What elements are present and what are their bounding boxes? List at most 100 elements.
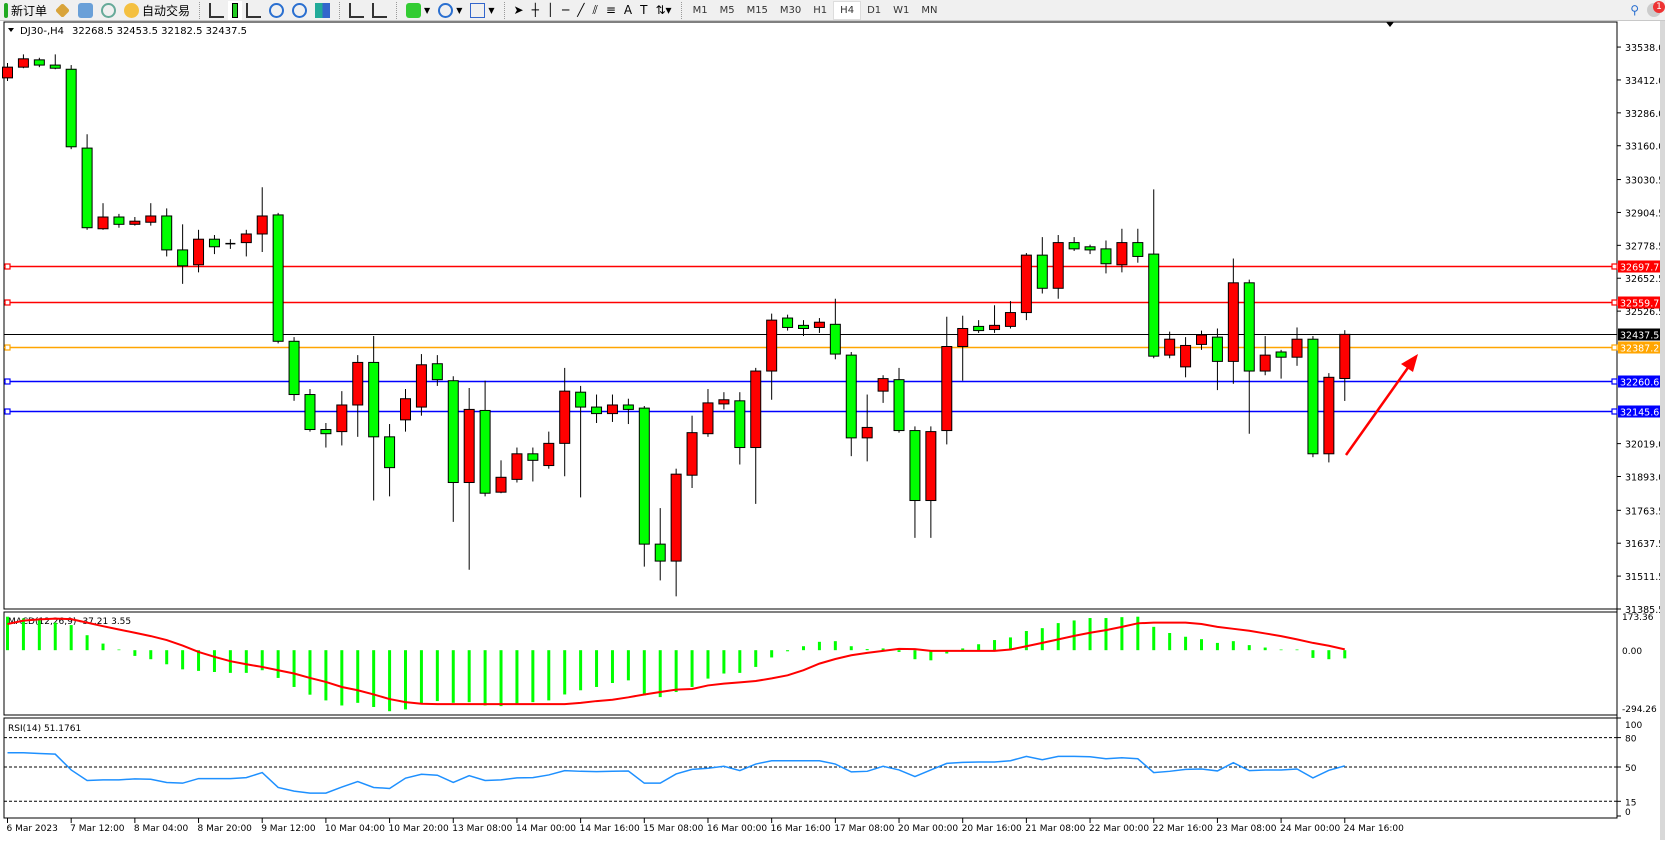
zoom-in-button[interactable] [265, 1, 288, 20]
rsi-pane[interactable] [3, 717, 1618, 819]
candlestick-icon [232, 2, 239, 18]
chart-shift-marker-icon[interactable] [1386, 22, 1394, 27]
timeframe-d1[interactable]: D1 [867, 4, 882, 16]
signals-button[interactable] [97, 1, 120, 20]
candle-body [686, 432, 698, 476]
candle [1148, 189, 1160, 359]
chart-window[interactable]: DJ30-,H4 32268.5 32453.5 32182.5 32437.5 3… [0, 21, 1665, 840]
collapse-triangle-icon[interactable] [8, 28, 14, 32]
timeframe-m15[interactable]: M15 [746, 4, 768, 16]
candle [2, 62, 13, 82]
timeframe-m30[interactable]: M30 [779, 4, 802, 16]
candle [1291, 327, 1303, 366]
time-axis-label: 24 Mar 16:00 [1344, 824, 1404, 834]
candle-body [1052, 242, 1064, 289]
line-handle[interactable] [4, 408, 11, 415]
line-handle[interactable] [4, 263, 11, 270]
zoom-out-button[interactable] [288, 1, 311, 20]
main-price-pane[interactable] [3, 21, 1618, 610]
candle-body [2, 66, 13, 79]
auto-scroll-button[interactable] [345, 1, 368, 20]
trendline-tool[interactable]: ╱ [573, 1, 588, 20]
candle-chart-button[interactable] [228, 0, 243, 20]
candle-body [1180, 344, 1192, 368]
macd-axis-label: 0.00 [1622, 647, 1642, 657]
horizontal-line-tool[interactable]: ─ [558, 1, 573, 20]
auto-trading-button[interactable]: 自动交易 [120, 1, 194, 20]
candle-body [543, 442, 555, 467]
time-axis-label: 22 Mar 00:00 [1089, 824, 1149, 834]
candle-body [431, 363, 443, 381]
tile-windows-button[interactable] [311, 1, 334, 20]
line-handle[interactable] [1611, 378, 1618, 385]
candle-body [49, 64, 61, 69]
candle [861, 394, 873, 462]
toolbar-separator [396, 1, 398, 19]
candle [1132, 228, 1144, 263]
price-line-label: 32145.6 [1620, 408, 1659, 419]
time-axis-label: 9 Mar 12:00 [261, 824, 316, 834]
timeframe-mn[interactable]: MN [921, 4, 938, 16]
templates-button[interactable]: ▼ [466, 1, 498, 20]
candle [1100, 240, 1112, 274]
history-center-button[interactable] [51, 1, 74, 20]
chart-shift-button[interactable] [368, 1, 391, 20]
chart-canvas[interactable]: DJ30-,H4 32268.5 32453.5 32182.5 32437.5 3… [0, 21, 1665, 840]
notifications-button[interactable]: 1 [1643, 0, 1665, 20]
candle [989, 305, 1001, 333]
crosshair-tool[interactable]: ┼ [528, 1, 543, 20]
line-handle[interactable] [1611, 263, 1618, 270]
line-handle[interactable] [1611, 299, 1618, 306]
line-chart-button[interactable] [242, 1, 265, 20]
timeframe-w1[interactable]: W1 [893, 4, 910, 16]
text-label-tool[interactable]: T [636, 1, 651, 20]
periods-button[interactable]: ▼ [434, 1, 466, 20]
candle [606, 394, 618, 422]
candle-body [559, 390, 571, 444]
candle-body [1116, 242, 1128, 266]
line-handle[interactable] [1611, 344, 1618, 351]
new-order-button[interactable]: 新订单 [0, 1, 51, 20]
time-axis-label: 10 Mar 04:00 [325, 824, 385, 834]
candle-body [256, 215, 268, 235]
red-arrow-annotation[interactable] [1344, 361, 1414, 456]
toolbar-separator [199, 1, 201, 19]
bar-chart-button[interactable] [205, 1, 228, 20]
timeframe-h1[interactable]: H1 [813, 4, 828, 16]
timeframe-h4[interactable]: H4 [833, 0, 862, 20]
candle [638, 406, 650, 567]
fibonacci-tool[interactable]: ≡ [602, 1, 620, 20]
market-watch-button[interactable] [74, 1, 97, 20]
crosshair-icon: ┼ [531, 3, 539, 17]
text-tool[interactable]: A [620, 1, 636, 20]
line-handle[interactable] [4, 378, 11, 385]
dropdown-arrow-icon: ▼ [488, 5, 495, 15]
vertical-line-tool[interactable]: │ [543, 1, 558, 20]
candle [1227, 258, 1239, 384]
candle [1036, 237, 1048, 294]
macd-label: MACD(12,26,9) -37.21 3.55 [8, 617, 131, 627]
candle-body [161, 215, 173, 251]
candle-body [1259, 354, 1271, 372]
rsi-axis-label: 15 [1625, 798, 1636, 808]
timeframe-m1[interactable]: M1 [692, 4, 708, 16]
line-handle[interactable] [4, 344, 11, 351]
time-axis-label: 7 Mar 12:00 [70, 824, 125, 834]
indicators-button[interactable]: ▼ [402, 1, 434, 20]
toolbar-separator [680, 1, 682, 19]
candle [288, 337, 300, 401]
candle [1339, 330, 1351, 401]
arrows-tool[interactable]: ⇅▾ [651, 1, 675, 20]
price-tick-label: 31893.0 [1625, 473, 1664, 484]
candle [1004, 301, 1016, 329]
candle [81, 134, 93, 230]
candle [527, 447, 539, 482]
candle-body [1196, 334, 1207, 345]
channel-tool[interactable]: ⫽ [589, 1, 602, 20]
line-handle[interactable] [4, 299, 11, 306]
search-button[interactable]: ⚲ [1626, 1, 1643, 20]
candle [97, 203, 109, 230]
cursor-tool[interactable]: ➤ [510, 1, 528, 20]
timeframe-m5[interactable]: M5 [719, 4, 735, 16]
line-handle[interactable] [1611, 408, 1618, 415]
